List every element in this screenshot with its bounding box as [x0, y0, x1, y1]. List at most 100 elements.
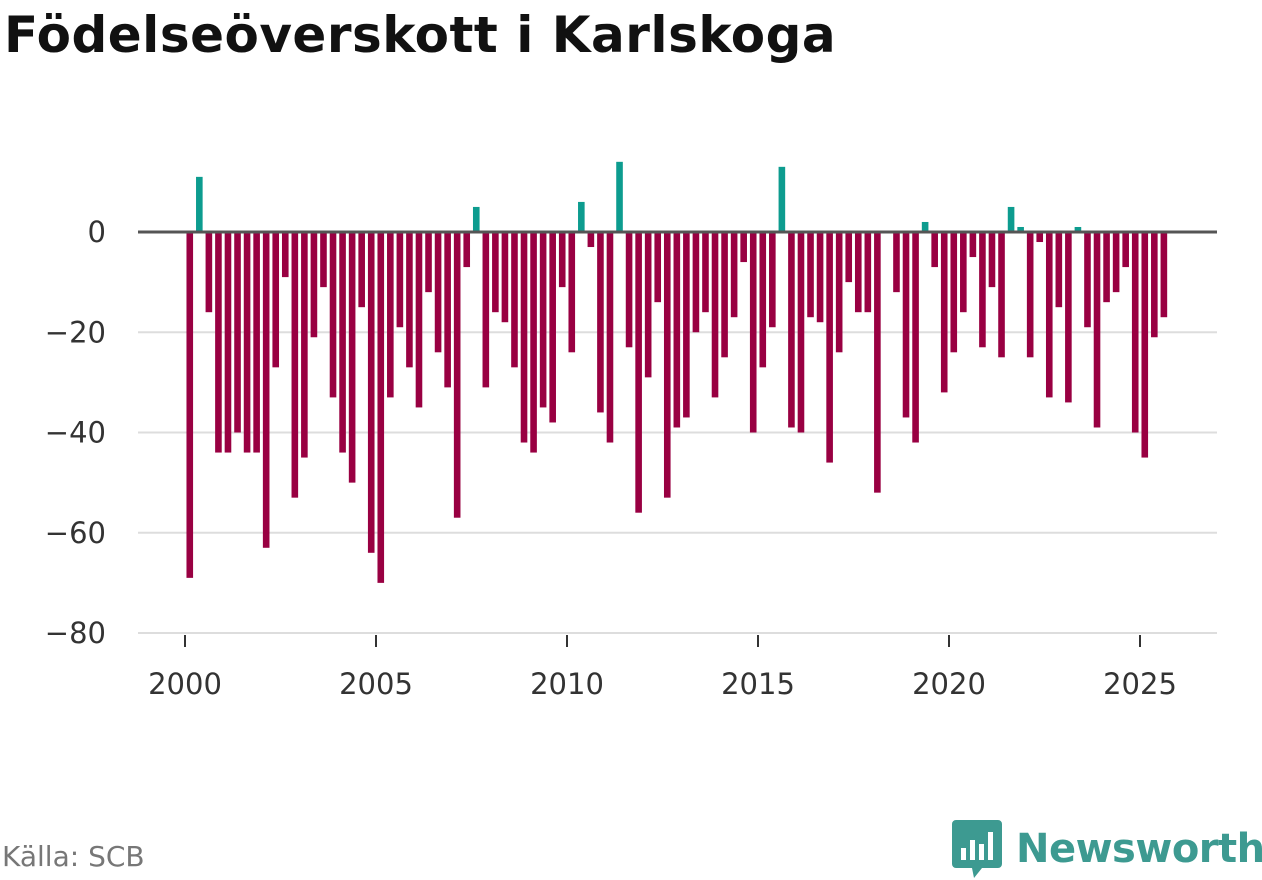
bar-negative [960, 232, 967, 313]
bar-positive [472, 206, 480, 232]
bar-negative [511, 232, 518, 368]
bar-negative [1151, 232, 1158, 338]
bar-negative [1112, 232, 1120, 293]
bar-negative [434, 232, 442, 353]
bar-negative [721, 232, 728, 358]
bar-negative [387, 232, 394, 398]
bar-negative [683, 232, 690, 418]
bar-negative [988, 232, 996, 288]
bar-negative [281, 232, 289, 278]
bar-negative [186, 232, 194, 578]
bar-negative [644, 232, 652, 378]
bar-negative [262, 232, 270, 548]
bar-negative [329, 232, 337, 398]
y-tick-label: 0 [88, 215, 106, 249]
bar-positive [1017, 226, 1024, 232]
bar-negative [826, 232, 833, 463]
x-tick-label: 2015 [721, 667, 795, 701]
bar-negative [797, 232, 805, 433]
bar-negative [998, 232, 1005, 358]
bar-negative [291, 232, 299, 498]
bar-negative [530, 232, 537, 453]
bar-negative [453, 232, 461, 518]
bar-positive [616, 161, 623, 232]
bar-negative [635, 232, 642, 513]
bar-negative [845, 232, 853, 283]
bar-negative [788, 232, 795, 428]
bar-negative [272, 232, 280, 368]
bar-negative [301, 232, 308, 458]
bar-negative [1055, 232, 1063, 308]
bar-negative [931, 232, 938, 268]
bar-negative [950, 232, 958, 353]
bar-negative [874, 232, 881, 493]
bar-negative [425, 232, 432, 293]
bar-negative [348, 232, 356, 483]
bar-negative [482, 232, 490, 388]
bar-negative [587, 232, 595, 248]
bar-negative [692, 232, 700, 333]
x-tick-label: 2000 [148, 667, 222, 701]
y-tick-label: −60 [45, 516, 106, 550]
bar-negative [711, 232, 719, 398]
bar-negative [730, 232, 738, 318]
source-note: Källa: SCB [2, 840, 145, 873]
newsworthy-logo-icon [952, 820, 1002, 878]
x-axis: 2000 2005 2010 2015 2020 2025 [148, 635, 1177, 701]
bar-negative [367, 232, 375, 553]
bar-negative [969, 232, 977, 258]
bar-negative [1131, 232, 1139, 433]
bar-negative [215, 232, 222, 453]
bar-negative [902, 232, 910, 418]
bar-negative [1093, 232, 1101, 428]
x-tick-label: 2005 [339, 667, 413, 701]
bar-negative [606, 232, 614, 443]
x-tick-label: 2020 [912, 667, 986, 701]
bar-negative [702, 232, 709, 313]
bar-positive [1074, 226, 1082, 232]
bar-negative [377, 232, 385, 583]
bar-negative [339, 232, 346, 453]
bar-negative [816, 232, 824, 323]
bar-negative [520, 232, 528, 443]
bar-negative [807, 232, 814, 318]
bar-negative [539, 232, 547, 408]
bar-negative [864, 232, 872, 313]
bar-negative [1036, 232, 1044, 243]
bar-negative [463, 232, 471, 268]
bar-negative [835, 232, 843, 353]
brand: Newsworthy [952, 818, 1262, 880]
bar-negative [415, 232, 423, 408]
bar-positive [196, 176, 203, 232]
y-axis: 0 −20 −40 −60 −80 [45, 215, 106, 650]
bar-negative [979, 232, 986, 348]
bar-negative [549, 232, 556, 423]
bar-negative [940, 232, 948, 393]
bar-positive [578, 201, 585, 232]
bar-negative [759, 232, 767, 368]
bar-negative [740, 232, 747, 263]
bar-negative [310, 232, 318, 338]
bar-negative [1141, 232, 1149, 458]
bar-negative [492, 232, 499, 313]
bar-negative [625, 232, 633, 348]
bar-negative [769, 232, 776, 328]
bar-negative [1045, 232, 1053, 398]
bar-negative [1065, 232, 1072, 403]
bar-negative [234, 232, 241, 433]
bars [186, 161, 1168, 583]
bar-negative [1084, 232, 1091, 328]
y-tick-label: −20 [45, 315, 106, 349]
bar-negative [854, 232, 862, 313]
bar-negative [1160, 232, 1168, 318]
bar-negative [205, 232, 213, 313]
bar-negative [444, 232, 451, 388]
bar-negative [893, 232, 900, 293]
gridlines [138, 331, 1217, 634]
x-tick-label: 2010 [530, 667, 604, 701]
y-tick-label: −40 [45, 416, 106, 450]
bar-negative [912, 232, 919, 443]
bar-positive [921, 221, 929, 232]
bar-negative [501, 232, 509, 323]
